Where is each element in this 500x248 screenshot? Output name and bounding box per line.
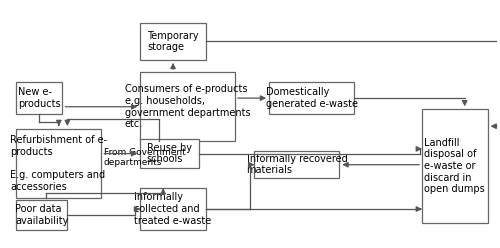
Text: Refurbishment of e-
products

E.g. computers and
accessories: Refurbishment of e- products E.g. comput… xyxy=(10,135,108,192)
FancyBboxPatch shape xyxy=(140,23,206,60)
Text: Informally
collected and
treated e-waste: Informally collected and treated e-waste xyxy=(134,192,212,226)
Text: Consumers of e-products
e.g. households,
government departments
etc.: Consumers of e-products e.g. households,… xyxy=(125,84,250,129)
Text: Informally recovered
materials: Informally recovered materials xyxy=(246,154,348,176)
FancyBboxPatch shape xyxy=(16,82,62,114)
FancyBboxPatch shape xyxy=(16,129,102,198)
Text: Temporary
storage: Temporary storage xyxy=(147,31,199,52)
Text: New e-
products: New e- products xyxy=(18,87,60,109)
Text: Domestically
generated e-waste: Domestically generated e-waste xyxy=(266,87,358,109)
FancyBboxPatch shape xyxy=(140,188,206,230)
FancyBboxPatch shape xyxy=(140,72,235,141)
Text: Poor data
availability: Poor data availability xyxy=(15,204,68,226)
FancyBboxPatch shape xyxy=(254,151,340,178)
FancyBboxPatch shape xyxy=(16,200,68,230)
FancyBboxPatch shape xyxy=(422,109,488,223)
Text: From Government
departments: From Government departments xyxy=(104,148,186,167)
FancyBboxPatch shape xyxy=(269,82,354,114)
Text: Landfill
disposal of
e-waste or
discard in
open dumps: Landfill disposal of e-waste or discard … xyxy=(424,138,485,194)
Text: Reuse by
schools: Reuse by schools xyxy=(147,143,192,164)
FancyBboxPatch shape xyxy=(140,139,198,168)
